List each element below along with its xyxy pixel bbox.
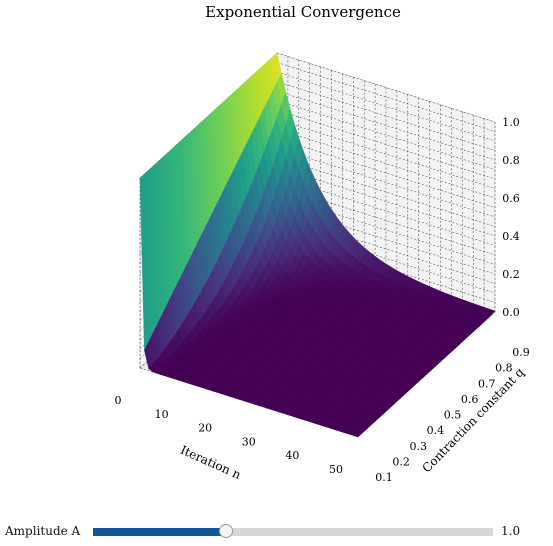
z-tick-label: 1.0 [502,116,520,129]
y-tick-label: 0.9 [512,346,530,359]
amplitude-slider[interactable] [93,524,493,538]
amplitude-slider-value: 1.0 [501,524,521,538]
x-tick-label: 40 [285,449,299,462]
amplitude-slider-label: Amplitude A [5,524,81,538]
x-tick-label: 30 [242,435,256,448]
x-tick-label: 50 [329,463,343,476]
z-tick-label: 0.4 [502,230,520,243]
x-tick-label: 0 [115,394,122,407]
x-tick-label: 20 [198,422,212,435]
z-tick-label: 0.0 [502,306,520,319]
x-tick-label: 10 [155,408,169,421]
surface-mesh [139,52,496,438]
z-tick-label: 0.8 [502,154,520,167]
y-tick-label: 0.7 [478,377,496,390]
amplitude-slider-row: Amplitude A 1.0 [0,520,553,544]
slider-fill [93,528,227,536]
y-axis-label: Contraction constant q [420,365,527,476]
z-tick-label: 0.2 [502,268,520,281]
y-tick-label: 0.2 [392,455,410,468]
y-tick-label: 0.4 [427,424,445,437]
x-axis-label: Iteration n [178,443,243,482]
tick-labels: 010203040500.10.20.30.40.50.60.70.80.90.… [115,116,530,484]
slider-handle[interactable] [219,524,234,538]
y-tick-label: 0.1 [375,471,393,484]
surface-face [353,431,363,438]
chart-title: Exponential Convergence [205,3,401,21]
y-tick-label: 0.5 [444,409,462,422]
z-tick-label: 0.6 [502,192,520,205]
y-tick-label: 0.6 [461,393,479,406]
y-tick-label: 0.8 [495,362,513,375]
y-tick-label: 0.3 [410,440,428,453]
